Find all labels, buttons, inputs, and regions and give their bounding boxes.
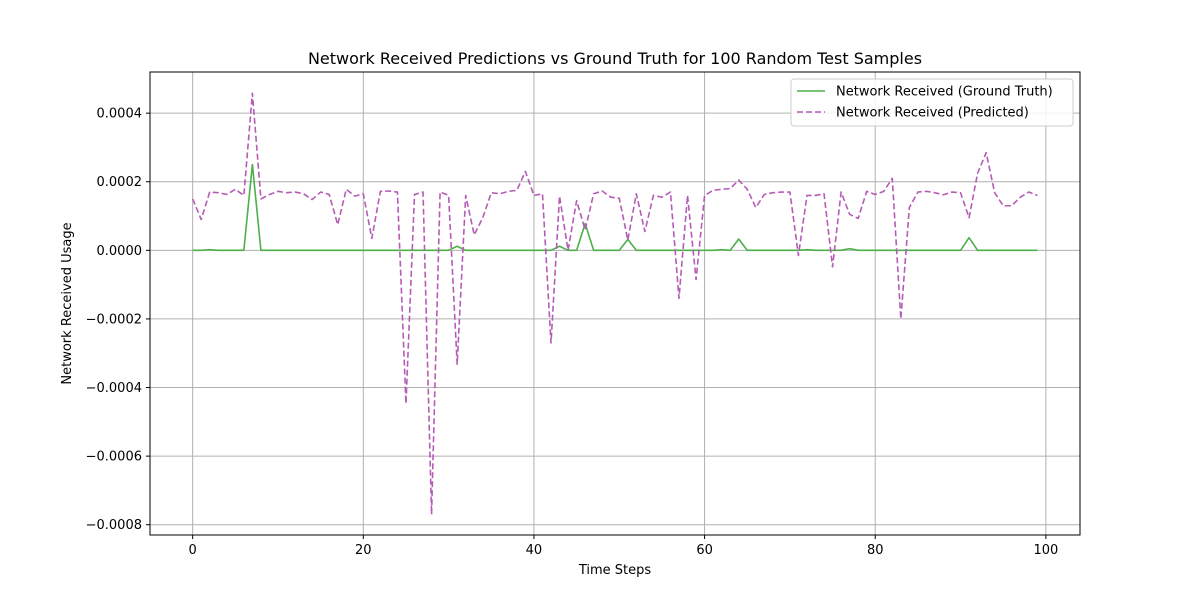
y-tick-label: −0.0008 (86, 518, 142, 533)
chart-title: Network Received Predictions vs Ground T… (308, 49, 922, 68)
series-lines (191, 92, 1038, 516)
grid (150, 72, 1080, 535)
y-tick-label: 0.0000 (97, 244, 143, 259)
x-tick-label: 100 (1033, 543, 1058, 558)
x-tick-label: 20 (355, 543, 372, 558)
y-tick-label: 0.0002 (97, 175, 143, 190)
x-tick-label: 40 (526, 543, 543, 558)
legend-label-ground-truth: Network Received (Ground Truth) (836, 85, 1053, 100)
series-line-predicted (191, 92, 1038, 516)
legend: Network Received (Ground Truth) Network … (790, 78, 1074, 127)
series-line-ground-truth (192, 163, 1038, 252)
x-tick-label: 80 (867, 543, 884, 558)
x-tick-label: 60 (696, 543, 713, 558)
y-tick-label: 0.0004 (97, 107, 143, 122)
y-tick-label: −0.0002 (86, 312, 142, 327)
plot-frame (149, 71, 1081, 536)
y-tick-label: −0.0006 (86, 450, 142, 465)
legend-box (790, 78, 1074, 127)
legend-label-predicted: Network Received (Predicted) (836, 106, 1029, 121)
axis-ticks: 0 20 40 60 80 100 −0.0008 −0.0006 −0.0004 −0.0002… (86, 107, 1059, 558)
y-axis-label: Network Received Usage (60, 222, 75, 384)
x-tick-label: 0 (189, 543, 197, 558)
y-tick-label: −0.0004 (86, 381, 142, 396)
x-axis-label: Time Steps (578, 563, 652, 578)
